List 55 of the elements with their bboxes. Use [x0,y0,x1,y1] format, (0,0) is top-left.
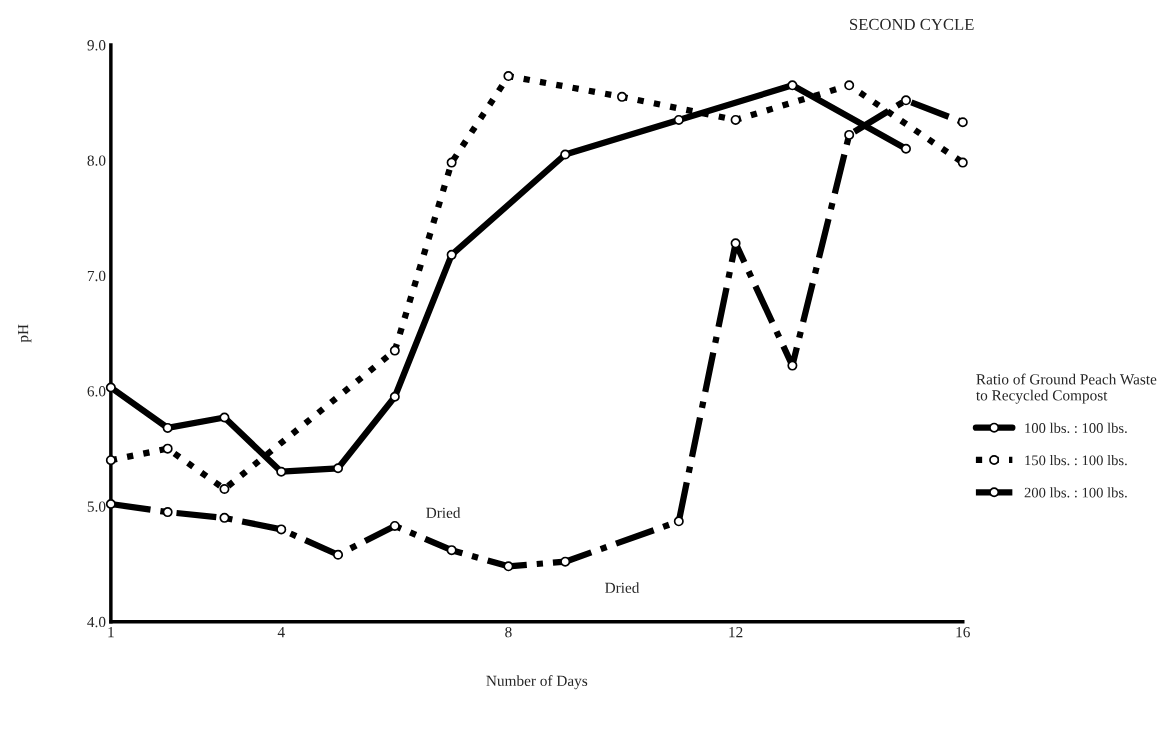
point [389,345,400,356]
point [333,463,344,474]
point [389,391,400,402]
point [276,524,287,535]
y-axis-title: pH [18,324,32,343]
point [730,114,741,125]
point [617,91,628,102]
y-tick-label: 9.0 [87,40,106,51]
point [446,545,457,556]
annotation: Dried [605,582,640,593]
legend-title: Ratio of Ground Peach Waste to Recycled Compost [976,373,1157,404]
point [219,412,230,423]
point [162,507,173,518]
point [787,80,798,91]
y-tick-label: 6.0 [87,386,106,397]
y-tick-label: 5.0 [87,501,106,512]
point [333,549,344,560]
point [957,157,968,168]
point [900,143,911,154]
x-tick-label: 16 [956,627,970,638]
point [730,238,741,249]
annotation: Dried [426,507,461,519]
point [503,71,514,82]
point [446,249,457,260]
point [105,499,116,510]
y-tick-label: 4.0 [87,616,106,628]
legend-label: 200 lbs. : 100 lbs. [1024,487,1127,498]
point [844,80,855,91]
point [900,95,911,106]
point [105,382,116,393]
point [276,466,287,477]
chart-title: SECOND CYCLE [850,18,974,31]
point [219,512,230,523]
point [957,117,968,128]
point [844,129,855,140]
point [219,484,230,495]
y-tick-label: 8.0 [87,155,106,166]
point [446,157,457,168]
point [389,520,400,531]
point [162,422,173,433]
x-tick-label: 8 [505,626,512,638]
y-tick-label: 7.0 [87,270,106,282]
point [560,556,571,567]
point [673,114,684,125]
x-tick-label: 4 [277,627,285,638]
point [105,455,116,466]
point [162,443,173,454]
point [560,149,571,160]
x-tick-label: 12 [729,627,743,638]
x-axis-title: Number of Days [486,675,588,690]
legend-label: 150 lbs. : 100 lbs. [1025,454,1127,466]
point [673,516,684,527]
x-tick-label: 1 [108,627,114,638]
legend-label: 100 lbs. : 100 lbs. [1025,422,1127,434]
point [503,561,514,572]
